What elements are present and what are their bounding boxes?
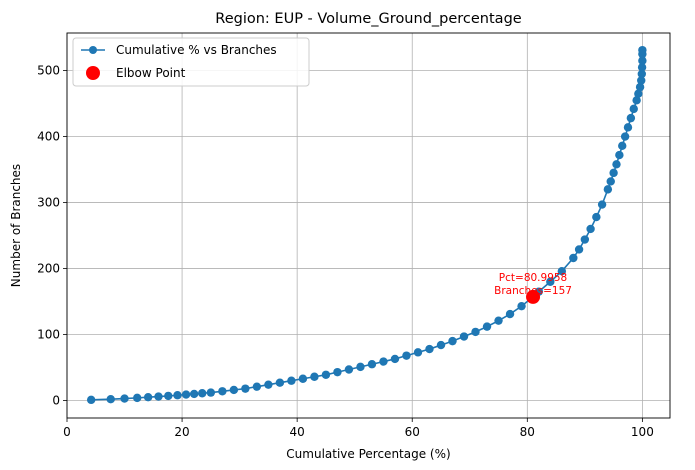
plot-frame [66, 32, 671, 419]
data-point [638, 45, 647, 55]
elbow-annotation-branches: Branches=157 [494, 285, 572, 297]
data-point [569, 253, 578, 263]
y-axis-label: Number of Branches [9, 164, 23, 287]
legend-entry-series: Cumulative % vs Branches [116, 43, 277, 57]
x-tick-label: 80 [520, 425, 535, 439]
x-tick-label: 100 [631, 425, 654, 439]
data-point [402, 351, 411, 360]
data-point [86, 395, 96, 405]
elbow-annotation-pct: Pct=80.9958 [499, 272, 567, 284]
data-point [557, 266, 567, 276]
data-point [626, 113, 636, 123]
legend: Cumulative % vs Branches Elbow Point [72, 37, 310, 87]
data-point [505, 309, 515, 319]
data-point [321, 370, 331, 379]
data-point [344, 365, 354, 374]
y-tick-label: 200 [37, 262, 60, 276]
data-point [390, 354, 400, 364]
x-axis-label: Cumulative Percentage (%) [286, 447, 450, 461]
data-point [164, 391, 173, 401]
data-point [448, 336, 457, 346]
data-point [413, 348, 423, 357]
legend-entry-elbow: Elbow Point [116, 66, 186, 80]
data-point [638, 56, 647, 65]
data-point [612, 160, 621, 169]
data-point [379, 357, 388, 366]
legend-box [72, 37, 310, 87]
data-point [173, 391, 182, 400]
y-tick-label: 100 [37, 328, 60, 342]
data-point [546, 277, 555, 286]
data-point [606, 177, 615, 186]
data-point [459, 332, 469, 341]
data-point [592, 212, 601, 222]
legend-marker-swatch [89, 46, 97, 54]
data-point [632, 96, 641, 105]
data-point [597, 200, 607, 209]
data-point [132, 393, 142, 403]
data-point [367, 360, 377, 369]
x-tick-label: 20 [174, 425, 189, 439]
y-tick-label: 0 [52, 394, 60, 408]
data-point [574, 245, 584, 254]
data-point [241, 384, 250, 393]
data-point [494, 316, 503, 325]
data-point [252, 382, 262, 391]
y-tick-label: 300 [37, 196, 60, 210]
x-tick-label: 40 [290, 425, 305, 439]
data-point [310, 372, 319, 381]
data-point [189, 389, 199, 399]
elbow-point-marker [526, 289, 541, 304]
data-point [181, 390, 191, 399]
data-point [629, 104, 638, 114]
series-layer [86, 45, 647, 405]
legend-elbow-swatch [86, 66, 100, 80]
elbow-layer [526, 289, 541, 304]
data-point [482, 322, 492, 331]
data-point [637, 69, 647, 79]
data-point [609, 168, 618, 178]
data-point [471, 327, 480, 337]
y-tick-label: 400 [37, 130, 60, 144]
data-point [425, 344, 434, 354]
data-point [620, 132, 630, 141]
data-point [634, 89, 643, 98]
data-point [436, 340, 446, 350]
data-point [198, 389, 207, 398]
grid [66, 33, 670, 418]
data-point [580, 235, 590, 244]
data-point [356, 362, 365, 372]
data-point [637, 76, 646, 85]
data-point [120, 394, 129, 403]
data-point [618, 141, 627, 151]
data-point [206, 388, 216, 397]
y-tick-label: 500 [37, 64, 60, 78]
data-point [275, 378, 285, 387]
series-line [91, 50, 644, 401]
ticks: 0 20 40 60 80 100 0 100 200 300 400 500 [37, 64, 654, 439]
data-point [517, 301, 526, 311]
data-point [637, 63, 647, 72]
data-point [229, 385, 239, 395]
data-point [218, 387, 227, 396]
data-point [287, 376, 296, 385]
data-point [586, 224, 595, 234]
data-point [635, 82, 645, 92]
data-point [106, 394, 115, 404]
data-point [333, 367, 342, 377]
data-point [623, 123, 633, 132]
data-point [603, 185, 613, 194]
data-point [264, 380, 273, 389]
data-point [615, 150, 624, 160]
x-tick-label: 0 [63, 425, 71, 439]
x-tick-label: 60 [405, 425, 420, 439]
data-point [298, 374, 308, 383]
chart-title: Region: EUP - Volume_Ground_percentage [215, 11, 521, 27]
data-point [154, 392, 163, 401]
data-point [143, 393, 153, 402]
